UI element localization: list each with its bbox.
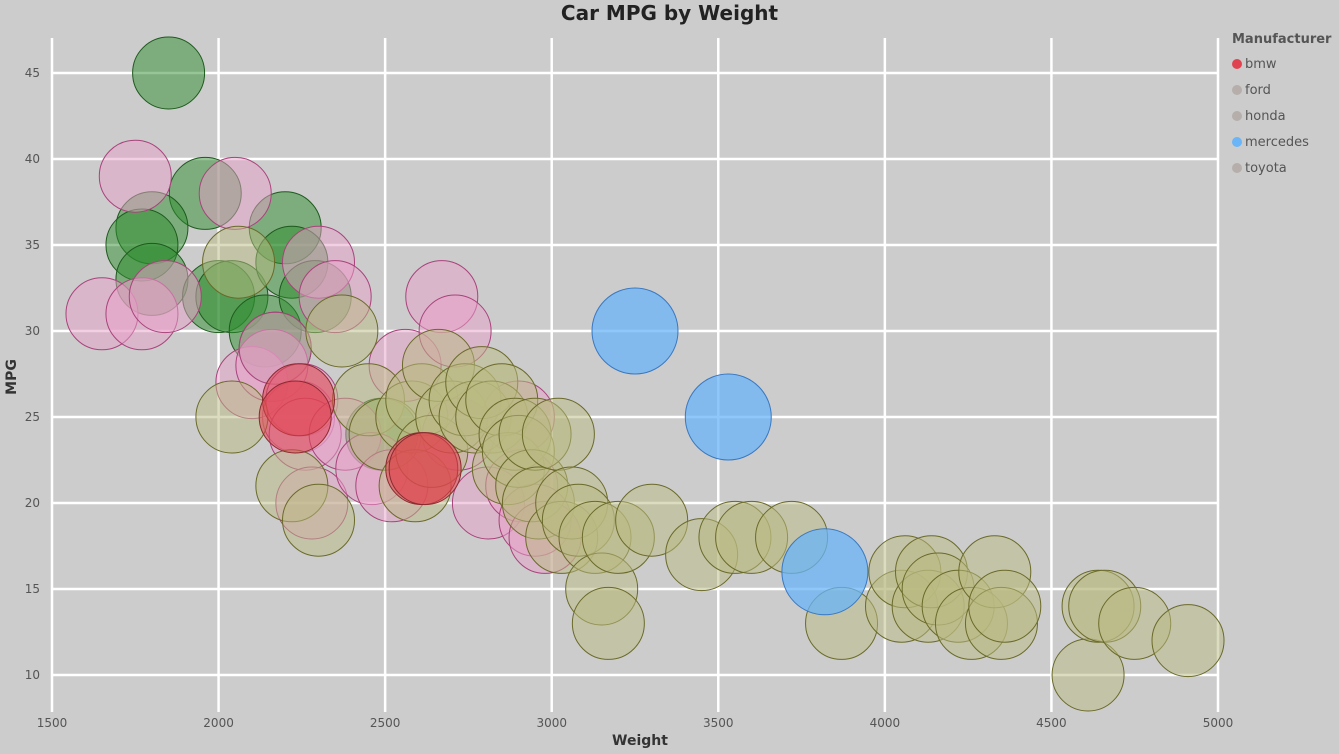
x-tick-label: 1500 — [37, 716, 68, 730]
legend-item-toyota[interactable]: toyota — [1232, 155, 1331, 181]
y-tick-label: 45 — [25, 66, 40, 80]
x-tick-label: 3500 — [703, 716, 734, 730]
y-tick-label: 30 — [25, 324, 40, 338]
legend-label: bmw — [1245, 56, 1277, 72]
legend-item-bmw[interactable]: bmw — [1232, 51, 1331, 77]
y-axis-title: MPG — [3, 359, 20, 395]
bubble-olive — [305, 294, 379, 368]
chart-title: Car MPG by Weight — [560, 1, 779, 25]
y-tick-label: 25 — [25, 410, 40, 424]
bubble-pink — [198, 156, 272, 230]
x-tick-label: 4500 — [1036, 716, 1067, 730]
x-tick-label: 2500 — [370, 716, 401, 730]
bubble-olive — [1151, 604, 1225, 678]
y-tick-label: 35 — [25, 238, 40, 252]
x-tick-label: 3000 — [536, 716, 567, 730]
legend-marker — [1232, 111, 1242, 121]
bubble-bmw — [388, 432, 462, 506]
bubble-olive — [282, 483, 356, 557]
x-tick-label: 4000 — [870, 716, 901, 730]
legend: Manufacturer bmw ford honda mercedes toyota — [1232, 32, 1331, 181]
y-tick-label: 20 — [25, 496, 40, 510]
legend-title: Manufacturer — [1232, 32, 1332, 47]
x-tick-label: 5000 — [1203, 716, 1234, 730]
y-tick-label: 10 — [25, 668, 40, 682]
bubble-mercedes — [684, 373, 772, 461]
legend-label: honda — [1245, 108, 1286, 124]
legend-item-honda[interactable]: honda — [1232, 103, 1331, 129]
bubble-olive — [202, 225, 276, 299]
bubble-green — [132, 36, 206, 110]
legend-marker — [1232, 85, 1242, 95]
y-tick-label: 40 — [25, 152, 40, 166]
bubble-olive — [195, 380, 269, 454]
bubble-bmw — [258, 380, 332, 454]
bubble-olive — [571, 586, 645, 660]
y-tick-label: 15 — [25, 582, 40, 596]
legend-marker — [1232, 59, 1242, 69]
bubble-mercedes — [591, 287, 679, 375]
bubble-pink — [128, 260, 202, 334]
bubble-mercedes — [781, 528, 869, 616]
legend-label: mercedes — [1245, 134, 1309, 150]
x-tick-label: 2000 — [203, 716, 234, 730]
bubble-olive — [968, 569, 1042, 643]
legend-marker — [1232, 137, 1242, 147]
legend-label: toyota — [1245, 160, 1287, 176]
legend-item-ford[interactable]: ford — [1232, 77, 1331, 103]
legend-marker — [1232, 163, 1242, 173]
bubble-pink — [98, 139, 172, 213]
legend-item-mercedes[interactable]: mercedes — [1232, 129, 1331, 155]
bubble-olive — [521, 397, 595, 471]
x-axis-title: Weight — [612, 733, 668, 749]
legend-label: ford — [1245, 82, 1271, 98]
